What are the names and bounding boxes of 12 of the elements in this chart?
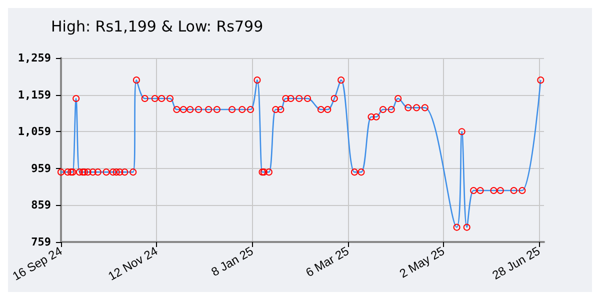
x-tick-label: 12 Nov 24 bbox=[106, 244, 160, 284]
x-tick-label: 8 Jan 25 bbox=[208, 244, 256, 280]
y-tick-label: 859 bbox=[31, 198, 51, 212]
x-tick-label: 6 Mar 25 bbox=[303, 244, 352, 280]
y-tick-label: 1,159 bbox=[18, 88, 51, 102]
y-tick-label: 1,059 bbox=[18, 125, 51, 138]
y-tick-label: 759 bbox=[31, 236, 51, 248]
y-tick-label: 959 bbox=[31, 162, 51, 175]
chart-title: High: Rs1,199 & Low: Rs799 bbox=[51, 18, 264, 36]
y-tick-label: 1,259 bbox=[18, 52, 51, 64]
x-tick-label: 28 Jun 25 bbox=[490, 244, 543, 282]
x-tick-label: 2 May 25 bbox=[397, 244, 448, 281]
